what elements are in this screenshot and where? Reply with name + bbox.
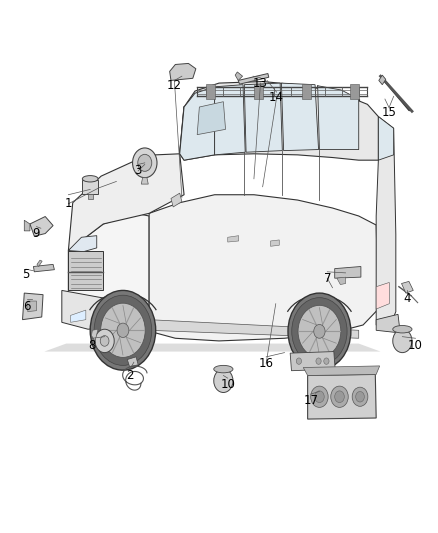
Circle shape bbox=[331, 386, 348, 407]
Polygon shape bbox=[235, 72, 243, 80]
Polygon shape bbox=[82, 180, 98, 193]
Circle shape bbox=[314, 391, 324, 402]
Text: 10: 10 bbox=[408, 338, 423, 352]
Polygon shape bbox=[303, 366, 380, 375]
Polygon shape bbox=[282, 83, 318, 151]
Circle shape bbox=[95, 329, 114, 353]
Circle shape bbox=[296, 358, 301, 365]
Circle shape bbox=[292, 297, 347, 365]
Text: 9: 9 bbox=[33, 227, 40, 240]
Polygon shape bbox=[318, 86, 359, 150]
Polygon shape bbox=[88, 193, 93, 199]
Polygon shape bbox=[197, 102, 226, 135]
Text: 3: 3 bbox=[134, 164, 142, 177]
Text: 12: 12 bbox=[167, 79, 182, 92]
Polygon shape bbox=[376, 282, 389, 309]
Polygon shape bbox=[24, 220, 30, 231]
Polygon shape bbox=[307, 374, 376, 419]
Ellipse shape bbox=[82, 175, 98, 182]
Circle shape bbox=[393, 329, 412, 353]
Text: 4: 4 bbox=[403, 292, 410, 305]
Circle shape bbox=[117, 323, 129, 337]
Polygon shape bbox=[238, 74, 269, 84]
Polygon shape bbox=[127, 357, 138, 367]
Text: 13: 13 bbox=[253, 77, 268, 90]
Polygon shape bbox=[149, 195, 378, 341]
Polygon shape bbox=[141, 177, 148, 184]
Polygon shape bbox=[28, 301, 36, 312]
Polygon shape bbox=[254, 84, 263, 99]
Circle shape bbox=[100, 336, 109, 346]
Polygon shape bbox=[68, 213, 149, 320]
Circle shape bbox=[352, 387, 368, 406]
Circle shape bbox=[90, 290, 155, 370]
Circle shape bbox=[288, 293, 351, 369]
Polygon shape bbox=[271, 240, 279, 246]
Polygon shape bbox=[350, 84, 359, 99]
Polygon shape bbox=[206, 84, 215, 99]
Text: 8: 8 bbox=[89, 338, 96, 352]
Circle shape bbox=[324, 358, 329, 365]
Polygon shape bbox=[37, 260, 42, 266]
Text: 15: 15 bbox=[382, 106, 397, 119]
Polygon shape bbox=[30, 216, 53, 236]
Polygon shape bbox=[302, 84, 311, 99]
Polygon shape bbox=[402, 281, 413, 293]
Circle shape bbox=[335, 391, 344, 402]
Text: 6: 6 bbox=[23, 300, 31, 313]
Circle shape bbox=[94, 295, 152, 366]
Polygon shape bbox=[215, 85, 245, 155]
Text: 16: 16 bbox=[259, 357, 274, 370]
Circle shape bbox=[133, 148, 157, 177]
Circle shape bbox=[214, 369, 233, 392]
Polygon shape bbox=[44, 344, 381, 352]
Circle shape bbox=[314, 325, 325, 338]
Text: 10: 10 bbox=[220, 378, 235, 391]
Circle shape bbox=[138, 155, 152, 171]
Text: 14: 14 bbox=[269, 91, 284, 104]
Polygon shape bbox=[378, 117, 394, 160]
Ellipse shape bbox=[214, 366, 233, 373]
Circle shape bbox=[356, 391, 364, 402]
Polygon shape bbox=[376, 117, 396, 328]
Text: 1: 1 bbox=[65, 197, 72, 211]
Polygon shape bbox=[149, 320, 359, 338]
Ellipse shape bbox=[393, 326, 412, 333]
Polygon shape bbox=[244, 83, 283, 152]
Text: 7: 7 bbox=[324, 272, 331, 285]
Text: 5: 5 bbox=[22, 268, 30, 281]
Polygon shape bbox=[68, 236, 97, 252]
Circle shape bbox=[311, 386, 328, 407]
Polygon shape bbox=[71, 310, 86, 322]
Polygon shape bbox=[33, 264, 54, 272]
Polygon shape bbox=[180, 87, 215, 160]
Circle shape bbox=[101, 303, 145, 358]
Polygon shape bbox=[92, 329, 98, 341]
Circle shape bbox=[298, 305, 341, 358]
Polygon shape bbox=[335, 266, 361, 278]
Polygon shape bbox=[68, 154, 184, 251]
Polygon shape bbox=[68, 251, 103, 290]
Polygon shape bbox=[379, 75, 386, 85]
Polygon shape bbox=[337, 277, 346, 285]
Polygon shape bbox=[228, 236, 239, 242]
Polygon shape bbox=[290, 352, 335, 370]
Polygon shape bbox=[170, 63, 196, 80]
Text: 2: 2 bbox=[126, 369, 133, 382]
Polygon shape bbox=[171, 193, 182, 207]
Polygon shape bbox=[376, 314, 400, 333]
Circle shape bbox=[316, 358, 321, 365]
Text: 17: 17 bbox=[303, 394, 318, 407]
Polygon shape bbox=[62, 290, 149, 329]
Polygon shape bbox=[22, 293, 43, 320]
Polygon shape bbox=[180, 82, 378, 160]
